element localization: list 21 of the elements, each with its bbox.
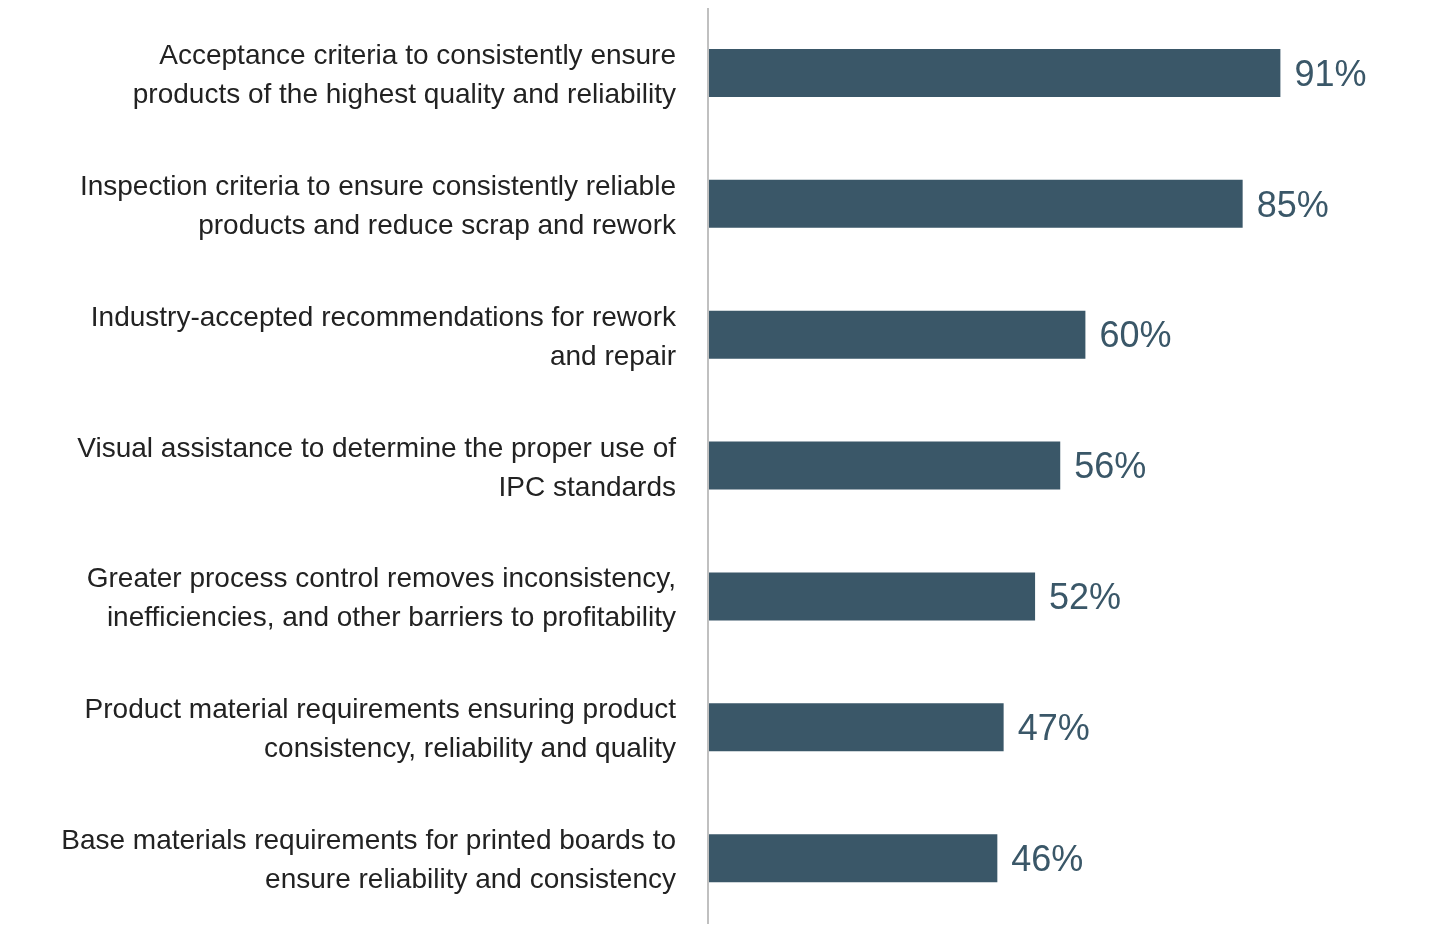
bar xyxy=(708,834,998,883)
data-label: 46% xyxy=(1011,837,1084,879)
y-tick-label: Industry-accepted recommendations for rework and repair xyxy=(90,300,677,371)
bar xyxy=(708,179,1243,228)
data-label: 91% xyxy=(1294,52,1367,94)
y-tick-label: Acceptance criteria to consistently ensure products of the highest quality and reliability xyxy=(132,38,676,109)
y-tick-label: Greater process control removes inconsistency, inefficiencies, and other barriers to profitability xyxy=(86,561,676,632)
bar xyxy=(708,703,1004,752)
data-label: 56% xyxy=(1074,445,1147,487)
data-label: 52% xyxy=(1049,576,1122,618)
bar xyxy=(708,441,1061,490)
y-tick-label: Inspection criteria to ensure consistently reliable products and reduce scrap and rework xyxy=(79,169,677,240)
data-label: 60% xyxy=(1099,314,1172,356)
y-tick-label: Product material requirements ensuring product consistency, reliability and quality xyxy=(84,692,677,763)
y-tick-label: Base materials requirements for printed boards to ensure reliability and consistency xyxy=(61,823,676,894)
bar xyxy=(708,310,1086,359)
bar xyxy=(708,49,1281,97)
y-tick-label: Visual assistance to determine the proper use of IPC standards xyxy=(77,431,677,501)
data-label: 85% xyxy=(1256,183,1329,225)
bar xyxy=(708,572,1036,621)
data-label: 47% xyxy=(1017,707,1090,749)
